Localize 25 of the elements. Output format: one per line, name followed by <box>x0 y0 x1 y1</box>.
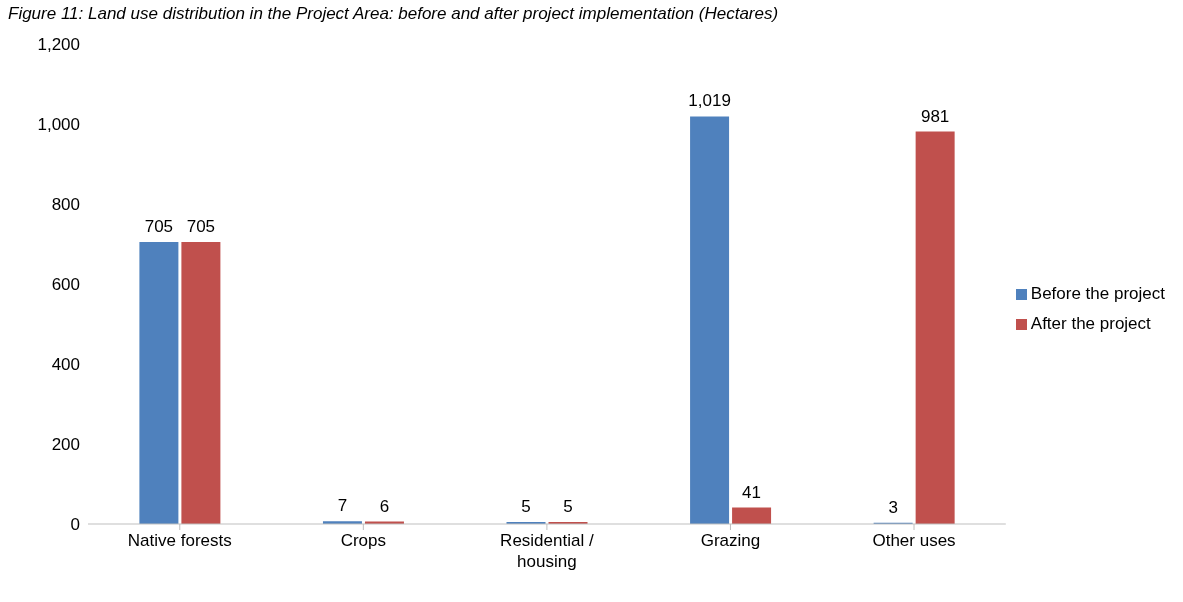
data-label: 705 <box>144 217 174 236</box>
data-label: 981 <box>920 106 950 126</box>
data-label: 1,019 <box>688 91 731 111</box>
y-tick-label: 1,000 <box>37 115 80 135</box>
legend-label: Before the project <box>1030 283 1165 305</box>
x-tick-label: Crops <box>340 531 387 550</box>
data-label: 7 <box>337 496 348 516</box>
legend-label: After the project <box>1030 313 1151 335</box>
y-tick-label: 200 <box>51 435 80 455</box>
chart-title: Figure 11: Land use distribution in the Project Area: before and after project implementation (Hectares) <box>8 4 780 24</box>
y-tick-label: 800 <box>51 195 80 215</box>
x-tick-label: Residential / housing <box>500 531 594 571</box>
data-label: 6 <box>379 496 390 516</box>
x-tick-label: Native forests <box>127 531 232 550</box>
x-tick-label: Other uses <box>872 531 956 550</box>
data-label: 41 <box>742 482 762 502</box>
data-label: 3 <box>888 497 898 517</box>
y-tick-label: 0 <box>70 515 80 535</box>
data-label: 5 <box>521 497 531 516</box>
data-label: 5 <box>563 497 573 516</box>
y-tick-label: 400 <box>51 355 80 375</box>
data-label: 705 <box>186 217 216 236</box>
y-tick-label: 1,200 <box>37 35 80 55</box>
y-tick-label: 600 <box>51 275 80 295</box>
x-tick-label: Grazing <box>700 531 761 550</box>
